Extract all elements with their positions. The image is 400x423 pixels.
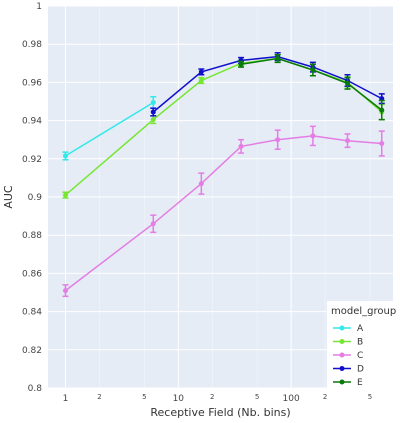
y-tick-label: 0.88 [22, 231, 42, 241]
y-tick-label: 0.84 [22, 308, 42, 318]
x-minor-tick-label: 2 [210, 393, 214, 401]
series-line-A [65, 101, 154, 157]
x-tick-label: 1 [63, 394, 69, 404]
y-tick-label: 0.98 [22, 40, 42, 50]
x-minor-tick-label: 5 [368, 393, 372, 401]
y-tick-label: 0.92 [22, 155, 42, 165]
y-tick-label: 1 [36, 2, 42, 12]
x-axis-ticks: 1 10 100 2 5 2 5 2 5 [63, 393, 373, 404]
x-tick-label: 100 [283, 394, 300, 404]
data-point [150, 117, 156, 123]
y-tick-label: 0.96 [22, 78, 42, 88]
x-minor-tick-label: 2 [323, 393, 327, 401]
y-tick-label: 0.9 [28, 193, 43, 203]
data-point [238, 61, 244, 67]
data-point [238, 143, 244, 149]
y-tick-label: 0.86 [22, 269, 42, 279]
x-minor-tick-label: 5 [255, 393, 259, 401]
legend-swatch-marker [339, 325, 345, 331]
legend-title: model_group [331, 306, 396, 317]
data-point [198, 77, 204, 83]
series-group [62, 52, 385, 298]
data-point [275, 56, 281, 62]
data-point [310, 133, 316, 139]
legend-swatch-marker [339, 366, 345, 371]
data-point [310, 67, 316, 73]
x-minor-tick-label: 2 [97, 393, 101, 401]
data-point [379, 107, 385, 113]
data-point [150, 221, 156, 227]
data-point [344, 80, 350, 86]
legend-label: C [357, 351, 363, 361]
y-axis-ticks: 0.8 0.82 0.84 0.86 0.88 0.9 0.92 0.94 0.96 0.98 1 [22, 2, 42, 394]
data-point [62, 153, 68, 159]
data-point [62, 288, 68, 294]
legend-box [327, 301, 393, 388]
data-point [150, 109, 156, 115]
legend-swatch-marker [339, 379, 345, 385]
data-point [379, 141, 385, 147]
data-point [198, 181, 204, 187]
series-E [238, 53, 385, 121]
series-line-C [65, 135, 382, 292]
y-tick-label: 0.82 [22, 346, 42, 356]
x-minor-tick-label: 5 [142, 393, 146, 401]
legend-label: D [357, 365, 364, 375]
y-tick-label: 0.8 [28, 384, 43, 394]
x-axis-title: Receptive Field (Nb. bins) [150, 406, 290, 419]
legend-swatch-marker [339, 352, 345, 358]
y-axis-title: AUC [2, 185, 15, 209]
data-point [62, 192, 68, 198]
data-point [198, 69, 204, 75]
legend-swatch-marker [339, 339, 345, 344]
x-tick-label: 10 [173, 394, 185, 404]
legend-label: A [357, 324, 364, 334]
legend-label: E [357, 378, 363, 388]
y-tick-label: 0.94 [22, 117, 42, 127]
data-point [275, 137, 281, 143]
legend-label: B [357, 338, 363, 348]
series-C [62, 125, 385, 298]
data-point [344, 138, 350, 144]
data-point [150, 99, 156, 105]
